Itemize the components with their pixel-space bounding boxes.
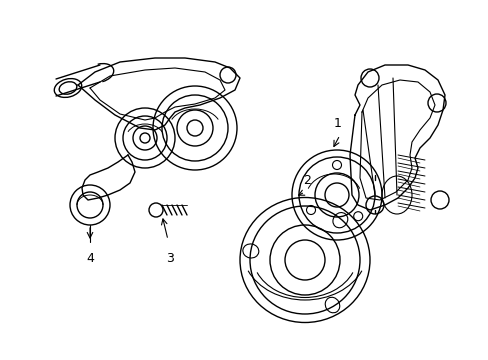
Text: 3: 3 — [166, 252, 174, 265]
Text: 2: 2 — [303, 174, 310, 187]
Text: 1: 1 — [333, 117, 341, 130]
Text: 4: 4 — [86, 252, 94, 265]
